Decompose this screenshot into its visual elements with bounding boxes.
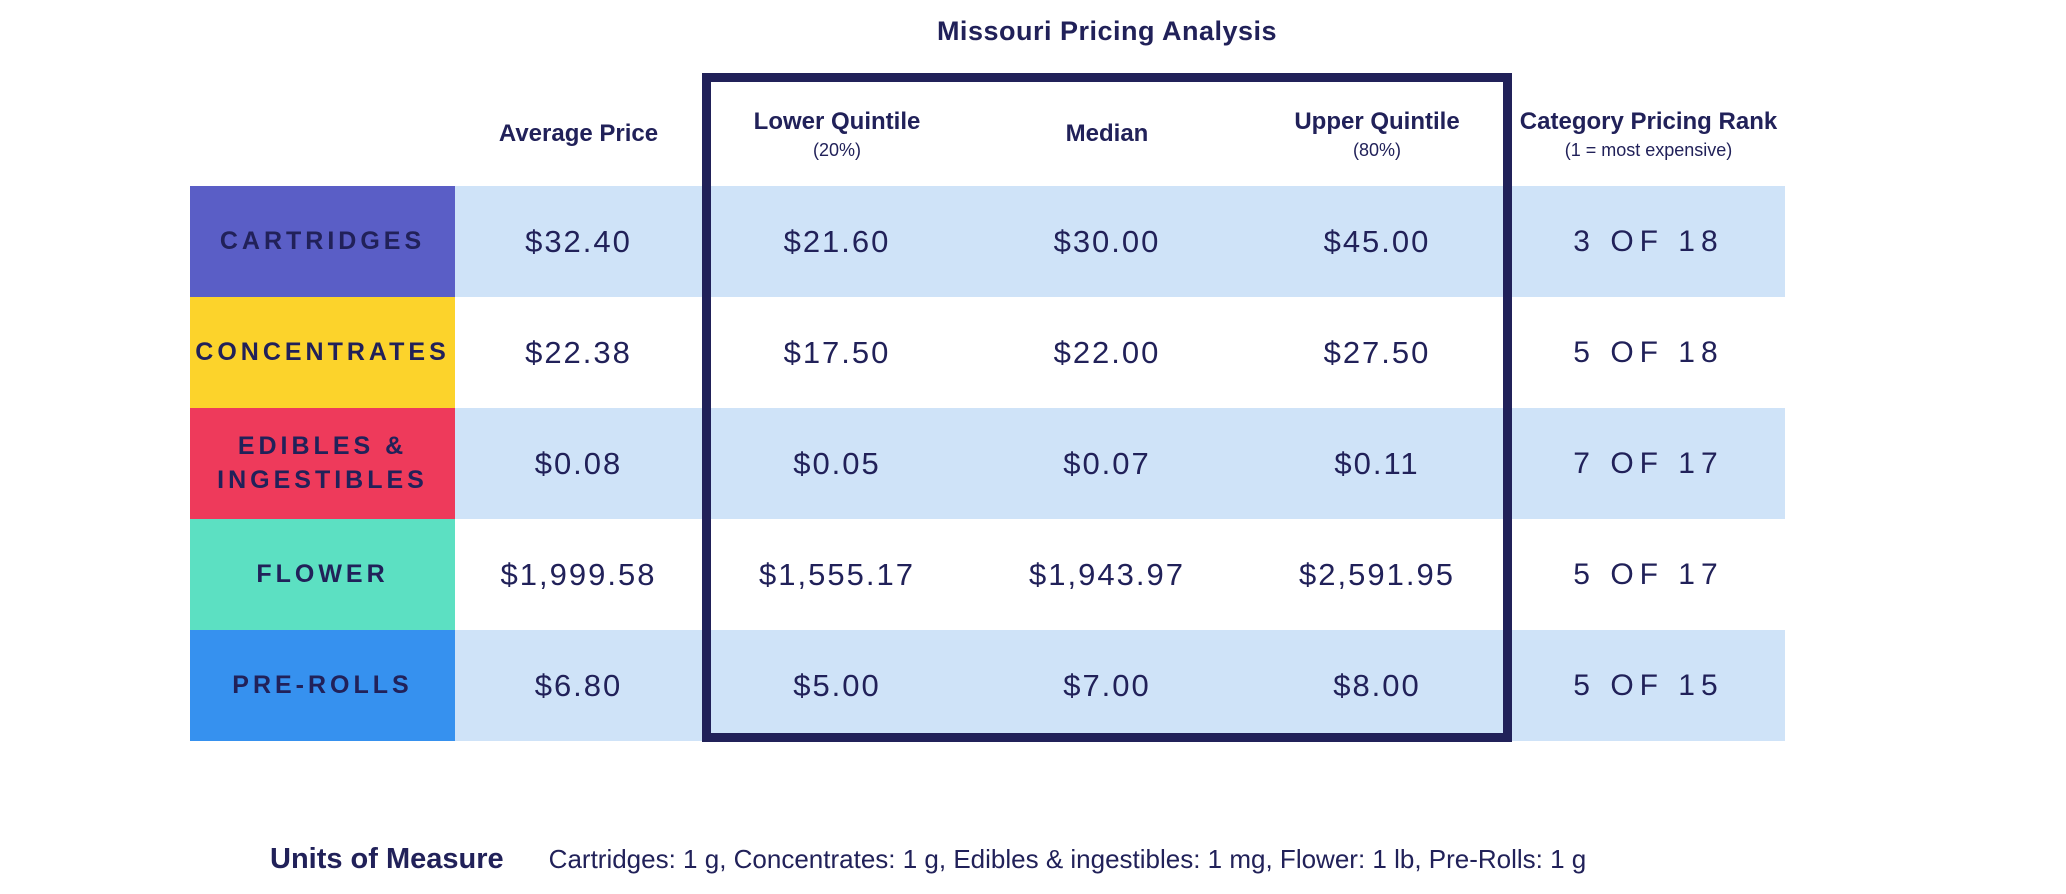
- category-label-concentrates: CONCENTRATES: [190, 297, 455, 408]
- units-of-measure-text: Cartridges: 1 g, Concentrates: 1 g, Edib…: [548, 844, 1587, 874]
- cell-upper-quintile: $0.11: [1242, 408, 1512, 519]
- units-of-measure-label: Units of Measure: [270, 843, 504, 875]
- cell-upper-quintile: $8.00: [1242, 630, 1512, 741]
- column-header-median: Median: [972, 73, 1242, 186]
- cell-median: $1,943.97: [972, 519, 1242, 630]
- table-row-concentrates: CONCENTRATES $22.38 $17.50 $22.00 $27.50…: [190, 297, 1785, 408]
- chart-title: Missouri Pricing Analysis: [936, 16, 1278, 46]
- cell-median: $22.00: [972, 297, 1242, 408]
- cell-pricing-rank: 7 OF 17: [1512, 408, 1785, 519]
- cell-average-price: $32.40: [455, 186, 702, 297]
- column-header-lower-quintile: Lower Quintile (20%): [702, 73, 972, 186]
- column-header-label: Average Price: [498, 120, 659, 148]
- column-header-average-price: Average Price: [455, 73, 702, 186]
- table-row-pre-rolls: PRE-ROLLS $6.80 $5.00 $7.00 $8.00 5 OF 1…: [190, 630, 1785, 741]
- column-header-sublabel: (80%): [1352, 140, 1401, 161]
- table-row-cartridges: CARTRIDGES $32.40 $21.60 $30.00 $45.00 3…: [190, 186, 1785, 297]
- cell-median: $30.00: [972, 186, 1242, 297]
- cell-upper-quintile: $45.00: [1242, 186, 1512, 297]
- column-header-label: Upper Quintile: [1294, 107, 1460, 135]
- cell-pricing-rank: 5 OF 18: [1512, 297, 1785, 408]
- category-label-pre-rolls: PRE-ROLLS: [190, 630, 455, 741]
- cell-median: $7.00: [972, 630, 1242, 741]
- column-header-label: Category Pricing Rank: [1519, 107, 1778, 135]
- cell-lower-quintile: $5.00: [702, 630, 972, 741]
- category-label-cartridges: CARTRIDGES: [190, 186, 455, 297]
- category-label-flower: FLOWER: [190, 519, 455, 630]
- category-label-edibles-ingestibles: EDIBLES & INGESTIBLES: [190, 408, 455, 519]
- cell-average-price: $6.80: [455, 630, 702, 741]
- cell-average-price: $22.38: [455, 297, 702, 408]
- cell-lower-quintile: $17.50: [702, 297, 972, 408]
- pricing-table: Average Price Lower Quintile (20%) Media…: [190, 73, 1785, 742]
- cell-upper-quintile: $27.50: [1242, 297, 1512, 408]
- cell-pricing-rank: 5 OF 17: [1512, 519, 1785, 630]
- table-row-edibles-ingestibles: EDIBLES & INGESTIBLES $0.08 $0.05 $0.07 …: [190, 408, 1785, 519]
- table-header-row: Average Price Lower Quintile (20%) Media…: [190, 73, 1785, 186]
- column-header-sublabel: (1 = most expensive): [1564, 140, 1733, 161]
- cell-average-price: $1,999.58: [455, 519, 702, 630]
- cell-pricing-rank: 5 OF 15: [1512, 630, 1785, 741]
- column-header-category-spacer: [190, 73, 455, 186]
- cell-lower-quintile: $21.60: [702, 186, 972, 297]
- cell-pricing-rank: 3 OF 18: [1512, 186, 1785, 297]
- column-header-upper-quintile: Upper Quintile (80%): [1242, 73, 1512, 186]
- cell-upper-quintile: $2,591.95: [1242, 519, 1512, 630]
- cell-lower-quintile: $0.05: [702, 408, 972, 519]
- column-header-pricing-rank: Category Pricing Rank (1 = most expensiv…: [1512, 73, 1785, 186]
- column-header-label: Median: [1065, 120, 1149, 148]
- cell-median: $0.07: [972, 408, 1242, 519]
- table-row-flower: FLOWER $1,999.58 $1,555.17 $1,943.97 $2,…: [190, 519, 1785, 630]
- column-header-sublabel: (20%): [812, 140, 861, 161]
- units-of-measure-note: Units of Measure Cartridges: 1 g, Concen…: [270, 843, 1586, 876]
- cell-average-price: $0.08: [455, 408, 702, 519]
- column-header-label: Lower Quintile: [753, 107, 921, 135]
- cell-lower-quintile: $1,555.17: [702, 519, 972, 630]
